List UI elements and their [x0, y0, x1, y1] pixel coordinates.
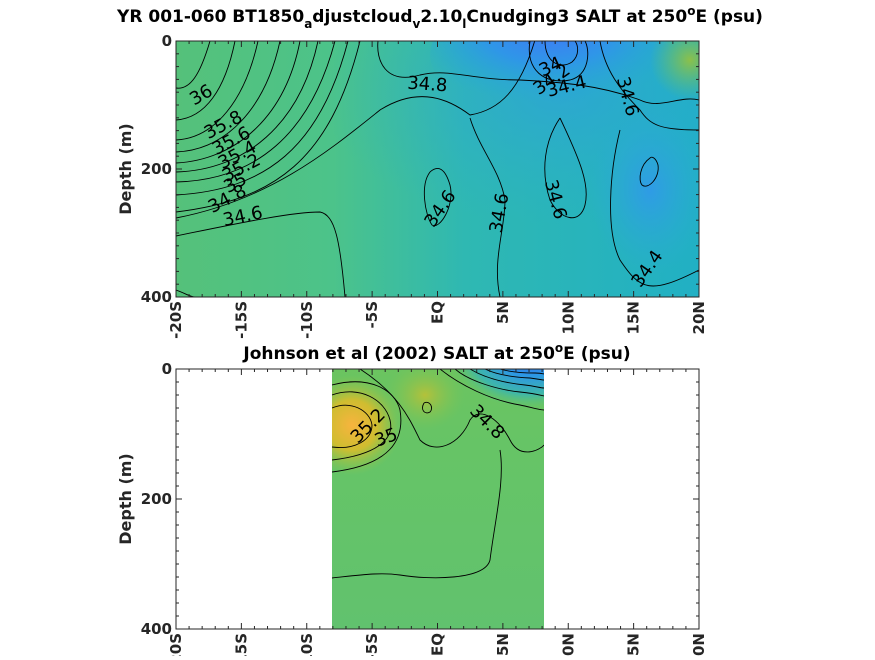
x-tick-label: 5N	[494, 301, 512, 324]
x-tick-label: 10N	[559, 633, 577, 656]
panel-model-contours	[176, 41, 699, 297]
panel-model-salinity-field	[176, 41, 699, 297]
x-tick-label: -15S	[232, 301, 250, 339]
x-tick-label: 20N	[690, 633, 708, 656]
y-tick-label: 0	[162, 32, 172, 50]
x-tick-label: -10S	[298, 633, 316, 656]
y-tick-label: 400	[141, 288, 172, 306]
title-part: o	[555, 341, 563, 355]
y-tick-label: 0	[162, 360, 172, 378]
x-tick-label: -5S	[363, 633, 381, 656]
panel-model-title: YR 001-060 BT1850adjustcloudv2.10lCnudgi…	[116, 4, 763, 31]
x-tick-label: 15N	[625, 301, 643, 334]
title-part: E (psu)	[563, 344, 630, 364]
panel-observations-ylabel: Depth (m)	[116, 453, 135, 545]
x-tick-label: -20S	[167, 301, 185, 339]
panel-observations-axes: -20S -15S -10S -5S EQ 5N 10N 15N 20N 0 200 400	[141, 360, 708, 660]
y-tick-label: 400	[141, 620, 172, 638]
title-part: djustcloud	[312, 7, 412, 27]
title-part: a	[304, 17, 312, 31]
x-tick-label: 5N	[494, 633, 512, 656]
x-tick-label: -10S	[298, 301, 316, 339]
title-part: v	[413, 17, 421, 31]
title-part: l	[462, 17, 466, 31]
y-tick-label: 200	[141, 160, 172, 178]
title-part: E (psu)	[695, 7, 762, 27]
x-tick-label: 15N	[625, 633, 643, 656]
title-part: 2.10	[420, 7, 462, 27]
panel-observations-salinity-field	[332, 369, 544, 629]
title-part: Johnson et al (2002) SALT at 250	[242, 344, 555, 364]
title-part: Cnudging3 SALT at 250	[466, 7, 687, 27]
panel-observations-contours	[332, 369, 544, 579]
title-part: YR 001-060 BT1850	[116, 7, 304, 27]
x-tick-label: -20S	[167, 633, 185, 656]
y-tick-label: 200	[141, 490, 172, 508]
x-tick-label: EQ	[429, 633, 447, 656]
panel-model: YR 001-060 BT1850adjustcloudv2.10lCnudgi…	[116, 4, 763, 339]
x-tick-label: 20N	[690, 301, 708, 334]
panel-observations-title: Johnson et al (2002) SALT at 250oE (psu)	[242, 341, 630, 364]
panel-model-ylabel: Depth (m)	[116, 123, 135, 215]
panel-observations: Johnson et al (2002) SALT at 250oE (psu)…	[116, 341, 708, 660]
panel-model-axes: -20S -15S -10S -5S EQ 5N 10N 15N 20N 0 200 400	[141, 32, 708, 339]
x-tick-label: EQ	[429, 301, 447, 324]
x-tick-label: -5S	[363, 301, 381, 328]
x-tick-label: -15S	[232, 633, 250, 656]
x-tick-label: 10N	[559, 301, 577, 334]
title-part: o	[687, 4, 695, 18]
contour-label: 34.8	[407, 73, 448, 97]
